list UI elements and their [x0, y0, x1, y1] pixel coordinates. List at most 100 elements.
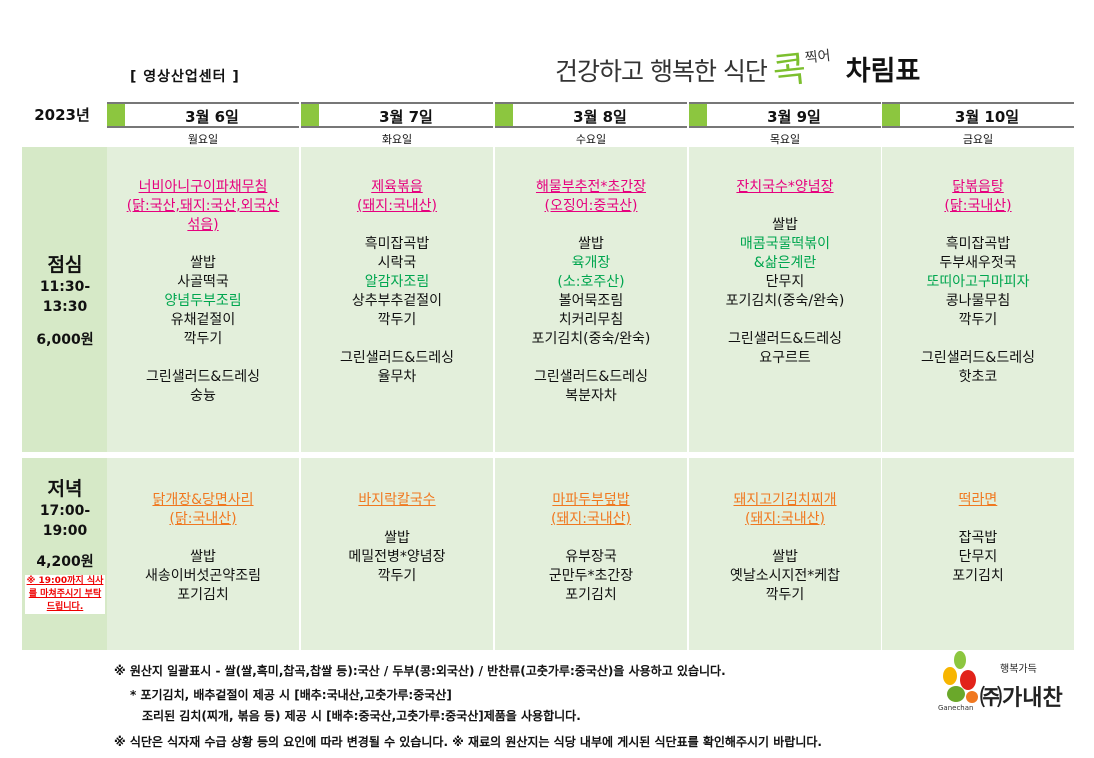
menu-item: 쌀밥 — [384, 530, 410, 546]
menu-item: 깍두기 — [183, 331, 223, 347]
brand-emblem-icon — [943, 651, 978, 703]
menu-item: 섞음) — [187, 217, 219, 233]
day-weekday: 목요일 — [769, 133, 801, 146]
menu-item: 쌀밥 — [772, 217, 798, 233]
dinner-notice: ※ 19:00까지 식사를 마쳐주시기 부탁드립니다. — [25, 575, 105, 614]
menu-item: 그린샐러드&드레싱 — [340, 350, 454, 366]
dinner-main-dish: 마파두부덮밥 — [552, 492, 630, 508]
menu-item: 포기김치 — [177, 587, 229, 603]
year-label: 2023년 — [34, 106, 90, 124]
brand-slogan: 행복가득 — [1000, 664, 1037, 675]
day-weekday: 수요일 — [575, 133, 607, 146]
title-logo-small: 찍어 — [804, 48, 832, 67]
menu-item: 쌀밥 — [190, 255, 216, 271]
day-date: 3월 9일 — [767, 108, 821, 126]
menu-item: 볼어묵조림 — [558, 293, 624, 309]
menu-item: (돼지:국내산) — [356, 198, 438, 214]
day-marker — [301, 104, 319, 126]
lunch-cell: 해물부추전*초간장 (오징어:중국산) 쌀밥 육개장 (소:호주산) 볼어묵조림 치커리무침… — [495, 147, 687, 452]
menu-title: 건강하고 행복한 식단 콕찍어 차림표 — [555, 28, 921, 93]
dinner-price: 4,200원 — [36, 554, 94, 570]
day-marker — [495, 104, 513, 126]
footer-origin-note: ※ 원산지 일괄표시 - 쌀(쌀,흑미,찹곡,찹쌀 등):국산 / 두부(콩:외… — [114, 664, 726, 678]
menu-item: 흑미잡곡밥 — [945, 236, 1011, 252]
menu-item: 콩나물무침 — [945, 293, 1011, 309]
day-header: 3월 6일 — [107, 102, 299, 128]
menu-item: 깍두기 — [958, 312, 998, 328]
menu-item: (닭:국내산) — [169, 511, 237, 527]
title-subtitle: 건강하고 행복한 식단 — [555, 57, 768, 86]
menu-item: (돼지:국내산) — [550, 511, 632, 527]
dinner-label: 저녁 — [47, 478, 83, 500]
center-name: [ 영상산업센터 ] — [130, 69, 240, 85]
dinner-time-start: 17:00- — [39, 503, 91, 519]
dinner-time-end: 19:00 — [42, 523, 88, 539]
menu-item: 쌀밥 — [578, 236, 604, 252]
menu-item: 그린샐러드&드레싱 — [921, 350, 1035, 366]
menu-item: 복분자차 — [565, 388, 617, 404]
day-header: 3월 7일 — [301, 102, 493, 128]
lunch-label: 점심 — [47, 254, 83, 276]
lunch-main-dish: 너비아니구이파채무침 — [138, 179, 268, 195]
menu-item: 사골떡국 — [177, 274, 229, 290]
day-date: 3월 6일 — [185, 108, 239, 126]
day-marker — [107, 104, 125, 126]
menu-item: 시락국 — [377, 255, 417, 271]
menu-item: 그린샐러드&드레싱 — [728, 331, 842, 347]
lunch-main-dish: 해물부추전*초간장 — [535, 179, 647, 195]
day-marker — [689, 104, 707, 126]
menu-item: 단무지 — [765, 274, 805, 290]
day-weekday: 월요일 — [187, 133, 219, 146]
menu-item: 양념두부조림 — [164, 293, 242, 309]
menu-item: (닭:국산,돼지:국산,외국산 — [126, 198, 280, 214]
dinner-cell: 바지락칼국수 쌀밥 메밀전병*양념장 깍두기 — [301, 458, 493, 650]
menu-item: 포기김치 — [952, 568, 1004, 584]
menu-item: 알감자조림 — [364, 274, 430, 290]
menu-item: 핫초코 — [958, 369, 998, 385]
footer-change-note: ※ 식단은 식자재 수급 상황 등의 요인에 따라 변경될 수 있습니다. ※ … — [114, 735, 822, 749]
menu-item: 그린샐러드&드레싱 — [146, 369, 260, 385]
menu-item: (오징어:중국산) — [544, 198, 638, 214]
menu-item: 쌀밥 — [772, 549, 798, 565]
menu-item: (닭:국내산) — [944, 198, 1012, 214]
lunch-main-dish: 잔치국수*양념장 — [736, 179, 834, 195]
menu-item: 유채겉절이 — [170, 312, 236, 328]
day-header: 3월 10일 — [882, 102, 1074, 128]
day-date: 3월 10일 — [954, 108, 1020, 126]
lunch-time-start: 11:30- — [39, 279, 91, 295]
menu-item: 그린샐러드&드레싱 — [534, 369, 648, 385]
day-marker — [882, 104, 900, 126]
lunch-main-dish: 제육볶음 — [371, 179, 423, 195]
lunch-main-dish: 닭볶음탕 — [952, 179, 1004, 195]
footer-kimchi-note: * 포기김치, 배추겉절이 제공 시 [배추:국내산,고춧가루:중국산] — [130, 688, 452, 702]
day-weekday: 금요일 — [962, 133, 994, 146]
menu-item: 흑미잡곡밥 — [364, 236, 430, 252]
footer-cooked-kimchi-note: 조리된 김치(찌개, 볶음 등) 제공 시 [배추:중국산,고춧가루:중국산]제… — [142, 709, 581, 723]
menu-item: 포기김치(중숙/완숙) — [725, 293, 845, 309]
title-main: 차림표 — [845, 56, 921, 87]
menu-item: 잡곡밥 — [958, 530, 998, 546]
menu-item: 옛날소시지전*케찹 — [729, 568, 841, 584]
menu-item: 육개장 — [571, 255, 611, 271]
day-weekday: 화요일 — [381, 133, 413, 146]
menu-item: (소:호주산) — [557, 274, 625, 290]
dinner-main-dish: 떡라면 — [958, 492, 998, 508]
menu-item: 새송이버섯곤약조림 — [145, 568, 261, 584]
day-date: 3월 7일 — [379, 108, 433, 126]
menu-item: 단무지 — [958, 549, 998, 565]
menu-item: 율무차 — [377, 369, 417, 385]
title-logo-main: 콕 — [770, 48, 809, 93]
menu-item: 또띠아고구마피자 — [926, 274, 1030, 290]
menu-item: 쌀밥 — [190, 549, 216, 565]
menu-item: 포기김치 — [565, 587, 617, 603]
menu-item: 군만두*초간장 — [548, 568, 634, 584]
menu-item: 깍두기 — [765, 587, 805, 603]
menu-item: 유부장국 — [565, 549, 617, 565]
menu-item: 상추부추겉절이 — [351, 293, 443, 309]
menu-item: 깍두기 — [377, 312, 417, 328]
lunch-side-panel: 점심 11:30- 13:30 6,000원 — [22, 147, 108, 452]
